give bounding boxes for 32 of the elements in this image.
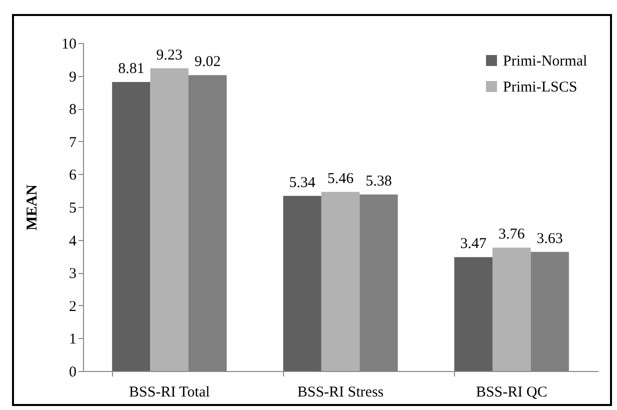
bar <box>492 248 531 371</box>
y-tick-label: 6 <box>69 168 77 184</box>
bar <box>112 82 150 371</box>
bar <box>454 257 492 371</box>
bar <box>283 196 322 371</box>
y-axis-title: MEAN <box>24 184 40 230</box>
y-tick-label: 9 <box>69 69 76 86</box>
data-label: 9.23 <box>156 47 183 64</box>
y-tick-label: 3 <box>69 266 76 282</box>
y-tick-label: 7 <box>69 134 77 151</box>
y-tick-label: 1 <box>69 332 76 348</box>
data-label: 3.76 <box>498 226 526 243</box>
y-tick-label: 10 <box>62 36 76 52</box>
data-label: 5.38 <box>366 174 392 190</box>
y-tick-label: 4 <box>69 233 77 250</box>
data-label: 9.02 <box>194 54 221 70</box>
x-tick-label: BSS-RI Stress <box>297 384 384 400</box>
y-tick-label: 8 <box>69 102 76 118</box>
y-tick-label: 5 <box>69 200 76 216</box>
data-label: 8.81 <box>118 61 144 78</box>
y-tick-label: 0 <box>69 364 76 380</box>
bar <box>150 68 189 371</box>
x-tick-label: BSS-RI QC <box>476 384 548 400</box>
x-tick-label: BSS-RI Total <box>129 384 210 400</box>
data-label: 5.34 <box>289 174 316 191</box>
legend-label: Primi-Normal <box>503 54 588 70</box>
data-label: 3.63 <box>536 230 563 247</box>
bar <box>321 192 360 371</box>
y-tick-label: 2 <box>69 298 76 315</box>
data-label: 3.47 <box>460 236 488 252</box>
data-label: 5.46 <box>327 170 354 187</box>
legend-label: Primi-LSCS <box>503 80 578 96</box>
